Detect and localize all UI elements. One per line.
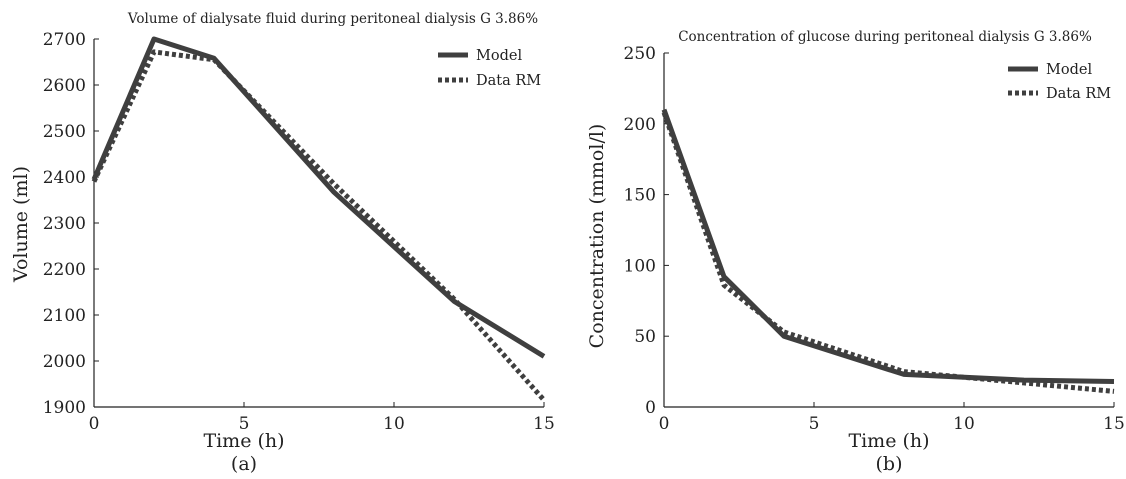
chart-a-plot-area: 0 5 10 15 1900 2000 2100 2200 2300 2400 2500 2600 27…	[43, 30, 555, 434]
chart-a-y-tick-label: 2100	[43, 306, 86, 326]
chart-a-x-tick-label: 15	[533, 414, 555, 434]
chart-a-legend-data-label: Data RM	[476, 73, 541, 89]
chart-b-legend-data-label: Data RM	[1046, 86, 1111, 102]
chart-b-y-tick-label: 100	[624, 256, 656, 276]
chart-a-legend-model-label: Model	[476, 48, 522, 64]
chart-a-y-tick-label: 1900	[43, 398, 86, 418]
chart-panel-a: Volume of dialysate fluid during periton…	[10, 11, 555, 475]
chart-a-y-tick-label: 2500	[43, 122, 86, 142]
chart-b-y-tick-label: 150	[624, 186, 656, 206]
chart-b-ylabel: Concentration (mmol/l)	[586, 124, 608, 349]
chart-a-xlabel: Time (h)	[203, 430, 284, 452]
chart-a-y-tick-label: 2000	[43, 352, 86, 372]
chart-a-panel-label: (a)	[231, 453, 257, 475]
chart-b-x-tick-label: 10	[953, 414, 975, 434]
chart-a-y-tick-label: 2600	[43, 76, 86, 96]
chart-b-y-tick-label: 200	[624, 115, 656, 135]
chart-a-series-model-line	[91, 36, 546, 359]
chart-panel-b: Concentration of glucose during peritone…	[586, 29, 1125, 475]
chart-a-y-tick-label: 2700	[43, 30, 86, 50]
chart-a-x-tick-label: 10	[383, 414, 405, 434]
chart-b-x-tick-label: 5	[809, 414, 820, 434]
chart-a-x-tick-label: 5	[239, 414, 250, 434]
chart-b-y-tick-label: 0	[645, 398, 656, 418]
chart-b-panel-label: (b)	[876, 453, 903, 475]
chart-b-series-data-rm-line	[661, 111, 1115, 394]
chart-b-title: Concentration of glucose during peritone…	[678, 29, 1092, 45]
chart-b-xlabel: Time (h)	[848, 430, 929, 452]
chart-b-legend: Model Data RM	[1008, 62, 1111, 102]
chart-a-ylabel: Volume (ml)	[10, 166, 32, 283]
chart-b-y-tick-label: 250	[624, 44, 656, 64]
chart-a-legend: Model Data RM	[438, 48, 541, 89]
chart-a-y-tick-label: 2200	[43, 260, 86, 280]
chart-b-legend-model-label: Model	[1046, 62, 1092, 78]
chart-a-series-data-rm-line	[91, 49, 546, 402]
chart-b-x-tick-label: 0	[659, 414, 670, 434]
chart-b-x-tick-label: 15	[1103, 414, 1125, 434]
chart-a-y-tick-label: 2400	[43, 168, 86, 188]
chart-a-x-tick-label: 0	[89, 414, 100, 434]
chart-b-y-tick-label: 50	[634, 327, 656, 347]
chart-b-series-model-line	[661, 108, 1115, 384]
chart-a-title: Volume of dialysate fluid during periton…	[127, 11, 538, 27]
chart-a-y-tick-label: 2300	[43, 214, 86, 234]
